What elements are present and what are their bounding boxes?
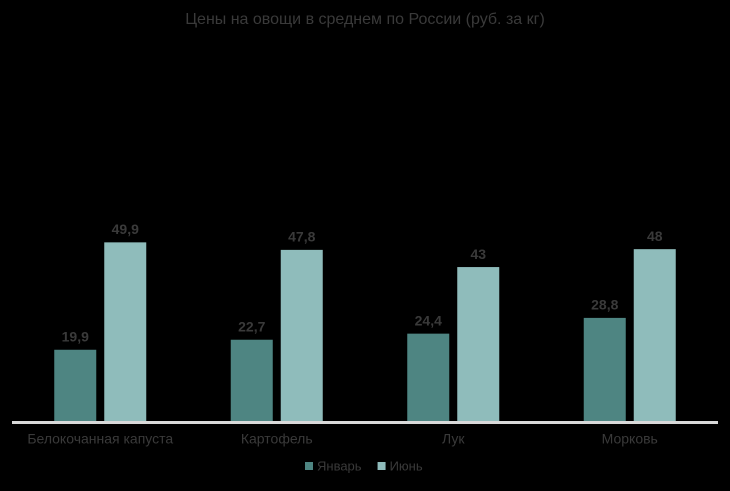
value-label: 22,7 bbox=[238, 318, 265, 334]
value-label: 47,8 bbox=[288, 229, 315, 245]
value-label: 24,4 bbox=[415, 312, 442, 328]
bar bbox=[457, 267, 500, 421]
bar bbox=[633, 249, 676, 421]
bar bbox=[280, 249, 323, 421]
legend-swatch bbox=[377, 462, 386, 470]
value-label: 19,9 bbox=[62, 328, 89, 344]
legend-label: Июнь bbox=[390, 458, 423, 473]
x-tick-label: Белокочанная капуста bbox=[27, 431, 173, 447]
x-tick-label: Лук bbox=[442, 431, 465, 447]
legend-label: Январь bbox=[317, 458, 362, 473]
value-label: 43 bbox=[470, 246, 486, 262]
legend-swatch bbox=[305, 462, 313, 470]
value-label: 48 bbox=[647, 228, 663, 244]
x-tick-label: Морковь bbox=[602, 431, 658, 447]
x-tick-label: Картофель bbox=[241, 431, 313, 447]
bar bbox=[104, 242, 147, 421]
bar bbox=[583, 317, 626, 421]
value-label: 28,8 bbox=[591, 297, 618, 313]
bar bbox=[407, 333, 450, 421]
chart-title: Цены на овощи в среднем по России (руб. … bbox=[185, 11, 545, 28]
value-label: 49,9 bbox=[112, 221, 139, 237]
bar bbox=[54, 349, 97, 421]
bar bbox=[230, 339, 273, 421]
